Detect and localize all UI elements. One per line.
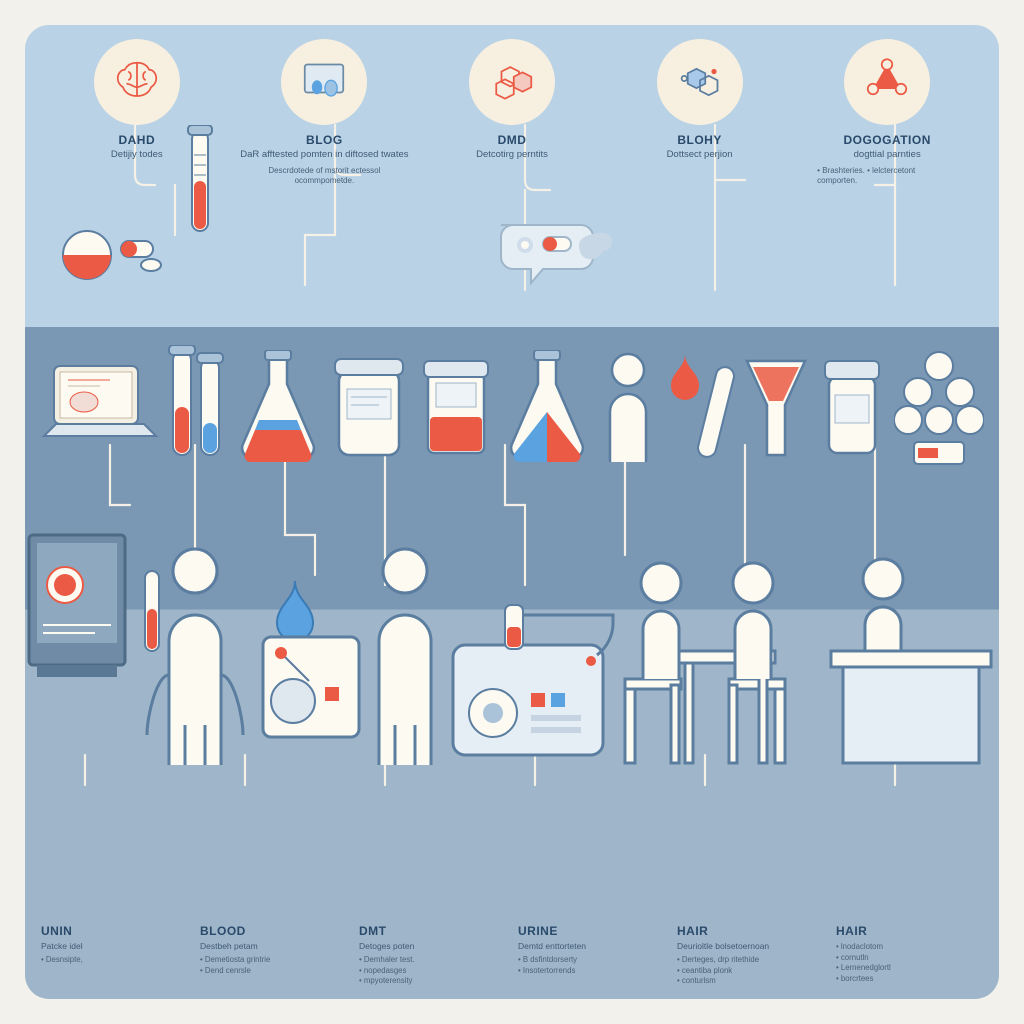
category-subtitle: Detijiy todes [111, 149, 163, 160]
caption-title: URINE [518, 924, 665, 938]
caption-bullets: B dsfintdorserty Insotertorrends [518, 955, 665, 976]
caption-title: BLOOD [200, 924, 347, 938]
caption: HAIR Deurioltle bolsetoernoan Derteges, … [671, 924, 830, 987]
category-title: DMD [498, 133, 527, 147]
caption: UNIN Patcke idel Desnsipte, [35, 924, 194, 987]
molecule-blue-icon [657, 39, 743, 125]
category-title: BLOG [306, 133, 343, 147]
category-card: DOGOGATION dogttial parnties • Brashteri… [802, 39, 972, 186]
category-subtitle: dogttial parnties [854, 149, 921, 160]
category-desc: Descrdotede of mstorit ectessol ocommpom… [254, 166, 394, 186]
person-icon [598, 350, 658, 470]
category-title: DAHD [118, 133, 155, 147]
network-icon [844, 39, 930, 125]
caption-title: HAIR [836, 924, 983, 938]
category-title: BLOHY [677, 133, 722, 147]
laptop-icon [40, 360, 160, 460]
infographic-canvas: DAHD Detijiy todes BLOG DaR afftested po… [25, 25, 999, 999]
caption-bullets: Demetiosta grintrie Dend cenrsle [200, 955, 347, 976]
category-row: DAHD Detijiy todes BLOG DaR afftested po… [25, 39, 999, 186]
caption-line: Deurioltle bolsetoernoan [677, 941, 824, 951]
category-card: DMD Detcotirg perntits [427, 39, 597, 186]
caption: URINE Demtd enttorteten B dsfintdorserty… [512, 924, 671, 987]
caption-line: Destbeh petam [200, 941, 347, 951]
cup-icon [416, 355, 496, 465]
caption-title: DMT [359, 924, 506, 938]
caption: DMT Detoges poten Demhaler test. nopedas… [353, 924, 512, 987]
caption: BLOOD Destbeh petam Demetiosta grintrie … [194, 924, 353, 987]
category-title: DOGOGATION [843, 133, 930, 147]
tube-icon [180, 125, 220, 255]
caption: HAIR lnodaclotom cornutln Lernenedglortl… [830, 924, 989, 987]
caption-bullets: Desnsipte, [41, 955, 188, 966]
chat-pill-icon [495, 215, 635, 295]
caption-line: Detoges poten [359, 941, 506, 951]
drop-tube-icon [665, 350, 735, 470]
equipment-row [25, 325, 999, 495]
caption-line: Patcke idel [41, 941, 188, 951]
category-card: BLOG DaR afftested pomten in diftosed tw… [239, 39, 409, 186]
flask2-icon [502, 350, 592, 470]
category-subtitle: DaR afftested pomten in diftosed twates [240, 149, 408, 160]
brain-icon [94, 39, 180, 125]
category-subtitle: Detcotirg perntits [476, 149, 548, 160]
bottle-icon [817, 355, 887, 465]
caption-bullets: lnodaclotom cornutln Lernenedglortl borc… [836, 942, 983, 984]
caption-bullets: Derteges, drp ritethide ceantiba plonk c… [677, 955, 824, 987]
caption-title: UNIN [41, 924, 188, 938]
petri-pill-icon [59, 225, 169, 285]
flask-icon [233, 350, 323, 470]
category-subtitle: Dottsect perjion [667, 149, 733, 160]
screen-icon [281, 39, 367, 125]
jar-icon [329, 355, 409, 465]
category-desc: • Brashteries. • lelctercetont comporten… [817, 166, 957, 186]
test-tubes-icon [167, 345, 227, 475]
caption-bullets: Demhaler test. nopedasges mpyoterensity [359, 955, 506, 987]
caption-line: Demtd enttorteten [518, 941, 665, 951]
lab-scene [25, 515, 999, 785]
category-card: BLOHY Dottsect perjion [615, 39, 785, 186]
funnel-icon [741, 355, 811, 465]
molecule-icon [469, 39, 555, 125]
captions-row: UNIN Patcke idel Desnsipte, BLOOD Destbe… [25, 924, 999, 987]
caption-title: HAIR [677, 924, 824, 938]
stack-icon [894, 350, 984, 470]
